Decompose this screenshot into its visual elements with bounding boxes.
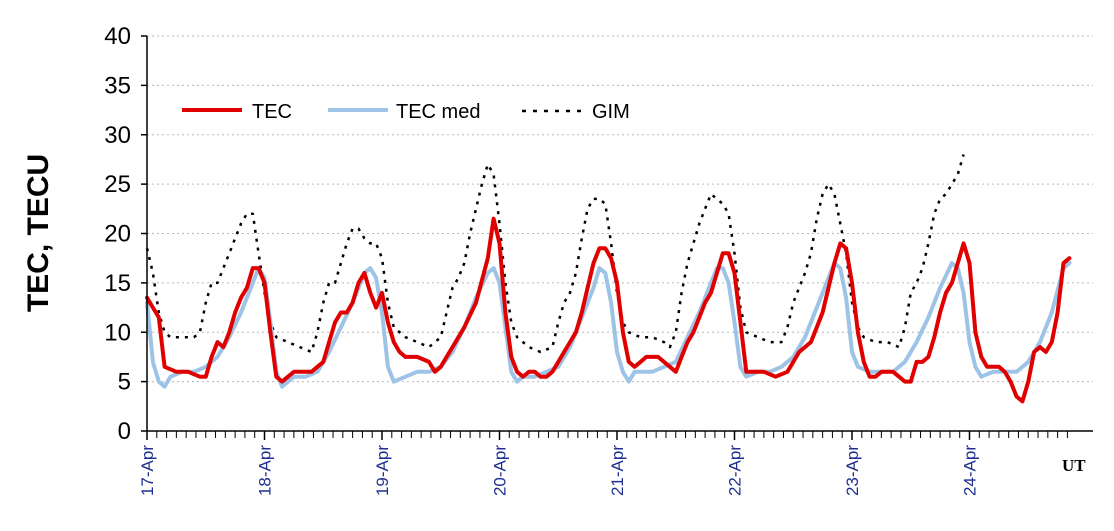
y-tick-label: 0 [118,418,131,445]
x-tick-label: 19-Apr [373,445,392,496]
y-tick-label: 25 [104,171,131,198]
x-tick-label: 23-Apr [843,445,862,496]
legend-label-tec-med: TEC med [396,101,480,123]
y-tick-label: 5 [118,369,131,396]
x-tick-label: 18-Apr [256,445,275,496]
y-tick-label: 20 [104,221,131,248]
y-tick-label: 35 [104,72,131,99]
x-tick-label: 21-Apr [608,445,627,496]
series-line-tec [145,216,1072,404]
x-tick-label: 22-Apr [726,445,745,496]
y-tick-label: 40 [104,23,131,50]
legend: TEC TEC med GIM [182,101,630,123]
y-tick-label: 15 [104,270,131,297]
series-line-gim [145,154,965,354]
series-line-tec-med [145,261,1072,389]
legend-label-gim: GIM [592,101,630,123]
y-tick-label: 30 [104,122,131,149]
x-axis-ticks: 17-Apr 18-Apr 19-Apr 20-Apr 21-Apr 22-Apr 23-A… [138,431,1068,496]
y-tick-label: 10 [104,319,131,346]
data-series [145,154,1072,404]
x-tick-label: 20-Apr [491,445,510,496]
y-axis-label: TEC, TECU [22,154,55,312]
x-tick-label: 24-Apr [961,445,980,496]
legend-label-tec: TEC [252,101,292,123]
x-axis-label: UT [1062,456,1086,475]
y-axis-ticks: 0 5 10 15 20 25 30 35 40 [104,23,147,445]
gridlines [147,35,1093,383]
x-tick-label: 17-Apr [138,445,157,496]
